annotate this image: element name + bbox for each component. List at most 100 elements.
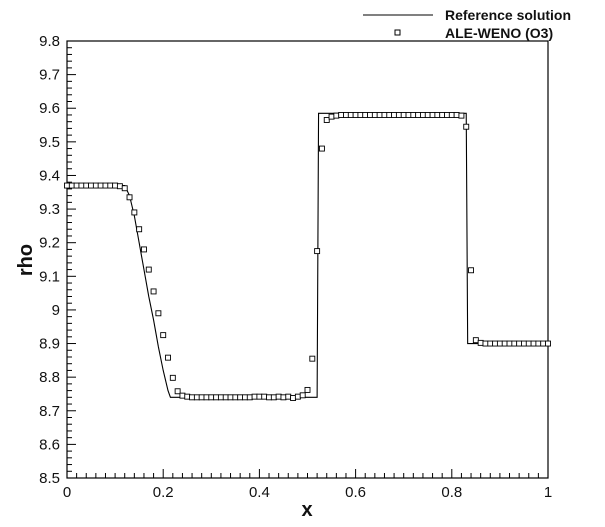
ale-weno-point — [270, 394, 277, 401]
ale-weno-point — [198, 394, 205, 401]
axes — [66, 40, 549, 479]
ale-weno-point — [314, 248, 321, 255]
ale-weno-point — [419, 111, 426, 118]
tick-labels: 0 0.2 0.4 0.6 0.8 1 8.5 8.6 8.7 8.8 8.9 9 9.1 9.2 9.3 9… — [39, 33, 552, 501]
y-tick-label: 9 — [52, 302, 60, 319]
legend-label-ale-weno: ALE-WENO (O3) — [445, 25, 553, 41]
ale-weno-point — [88, 182, 95, 189]
x-tick-label: 0.6 — [345, 484, 366, 501]
y-tick-label: 8.7 — [39, 403, 60, 420]
ale-weno-point — [506, 340, 513, 347]
ale-weno-point — [395, 111, 402, 118]
ale-weno-point — [391, 111, 398, 118]
ale-weno-point — [367, 111, 373, 118]
x-tick-label: 0.8 — [441, 484, 462, 501]
ale-weno-point — [362, 111, 369, 118]
ale-weno-point — [318, 145, 325, 152]
ale-weno-point — [275, 393, 282, 400]
ale-weno-point — [309, 355, 316, 362]
ale-weno-point — [434, 111, 441, 118]
ale-weno-point — [68, 182, 75, 189]
ale-weno-point — [78, 182, 85, 189]
ale-weno-point — [424, 111, 431, 118]
ale-weno-point — [294, 393, 301, 400]
ale-weno-point — [525, 340, 532, 347]
ale-weno-point — [256, 393, 263, 400]
ale-weno-point — [496, 340, 503, 347]
ale-weno-point — [266, 394, 272, 401]
ale-weno-point — [64, 182, 70, 189]
ale-weno-point — [97, 182, 104, 189]
ale-weno-point — [131, 209, 138, 216]
ale-weno-point — [410, 111, 417, 118]
ale-weno-point — [323, 117, 330, 123]
ale-weno-point — [169, 374, 176, 381]
ale-weno-point — [429, 111, 436, 118]
ale-weno-point — [482, 340, 489, 347]
ale-weno-point — [405, 111, 412, 118]
ale-weno-point — [290, 395, 297, 401]
x-axis-title: x — [301, 499, 312, 521]
ale-weno-point — [112, 182, 119, 189]
ale-weno-point — [285, 393, 292, 400]
ale-weno-point — [136, 226, 143, 233]
y-tick-label: 9.7 — [39, 67, 60, 84]
series — [64, 111, 551, 401]
ale-weno-point — [251, 393, 258, 400]
ale-weno-point — [448, 111, 455, 118]
ale-weno-point — [343, 111, 349, 118]
ale-weno-point — [237, 394, 244, 401]
ale-weno-point — [160, 332, 167, 339]
x-tick-label: 0 — [63, 484, 71, 501]
ale-weno-point — [83, 182, 90, 189]
ale-weno-point — [126, 194, 133, 201]
y-tick-label: 8.6 — [39, 436, 60, 453]
ale-weno-point — [487, 340, 494, 347]
ale-weno-point — [530, 340, 537, 347]
ale-weno-point — [444, 111, 450, 118]
ale-weno-point — [511, 340, 518, 347]
y-tick-label: 9.6 — [39, 100, 60, 117]
ticks — [66, 40, 549, 479]
ale-weno-point — [386, 111, 393, 118]
ale-weno-point — [357, 111, 364, 118]
ale-weno-point — [280, 394, 287, 401]
ale-weno-point — [150, 288, 157, 295]
ale-weno-point — [203, 394, 210, 401]
ale-weno-point — [179, 392, 186, 399]
ale-weno-point — [189, 394, 196, 401]
ale-weno-point — [184, 393, 191, 400]
y-tick-label: 9.8 — [39, 33, 60, 50]
reference-solution-line — [67, 112, 548, 398]
ale-weno-point — [213, 394, 220, 401]
ale-weno-point — [299, 392, 306, 399]
plot-frame — [66, 40, 549, 479]
ale-weno-point — [328, 113, 335, 120]
ale-weno-point — [141, 246, 147, 253]
y-tick-label: 8.8 — [39, 369, 60, 386]
ale-weno-point — [545, 340, 551, 347]
ale-weno-point — [165, 354, 171, 361]
ale-weno-point — [439, 111, 446, 118]
ale-weno-point — [261, 393, 268, 400]
y-axis-title: rho — [15, 244, 37, 276]
ale-weno-point — [227, 394, 234, 401]
y-tick-label: 9.1 — [39, 268, 60, 285]
ale-weno-point — [381, 111, 388, 118]
ale-weno-point — [304, 386, 311, 393]
ale-weno-point — [208, 394, 215, 401]
ale-weno-point — [242, 394, 248, 401]
y-tick-label: 8.9 — [39, 336, 60, 353]
x-tick-label: 0.2 — [153, 484, 174, 501]
ale-weno-point — [468, 267, 474, 274]
ale-weno-point — [174, 388, 181, 395]
ale-weno-point — [246, 394, 253, 401]
ale-weno-point — [347, 111, 354, 118]
ale-weno-point — [193, 394, 200, 401]
ale-weno-point — [155, 310, 162, 317]
ale-weno-point — [222, 394, 229, 401]
ale-weno-point — [333, 112, 340, 119]
ale-weno-point — [107, 182, 114, 189]
ale-weno-point — [217, 394, 224, 401]
